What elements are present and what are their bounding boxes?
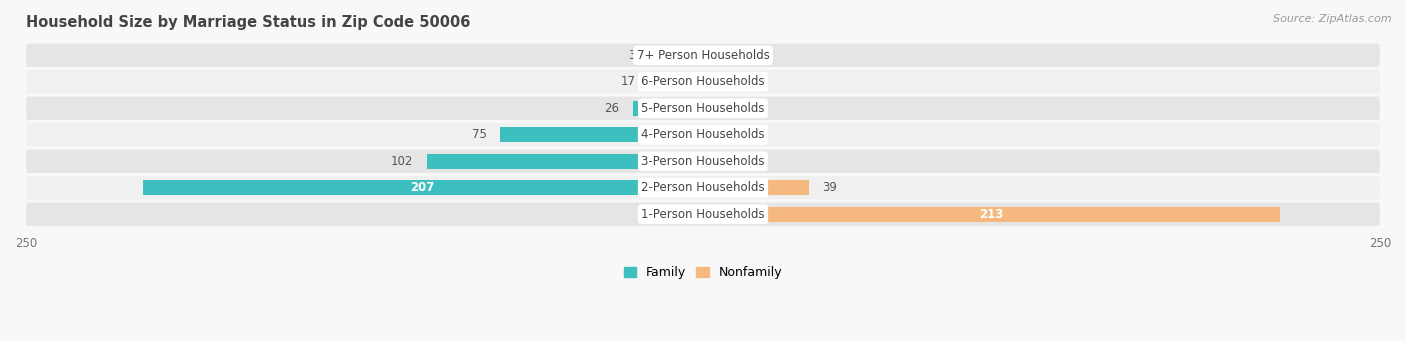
Text: 7+ Person Households: 7+ Person Households	[637, 49, 769, 62]
Text: Household Size by Marriage Status in Zip Code 50006: Household Size by Marriage Status in Zip…	[27, 15, 471, 30]
FancyBboxPatch shape	[27, 70, 1379, 93]
Text: 3: 3	[628, 49, 636, 62]
Text: 39: 39	[823, 181, 837, 194]
Text: 26: 26	[605, 102, 619, 115]
Text: 5-Person Households: 5-Person Households	[641, 102, 765, 115]
Bar	[648, 75, 703, 89]
Bar	[703, 207, 1279, 222]
Text: 3-Person Households: 3-Person Households	[641, 155, 765, 168]
Bar	[703, 75, 758, 89]
FancyBboxPatch shape	[27, 150, 1379, 173]
Bar	[703, 48, 758, 63]
Text: 102: 102	[391, 155, 413, 168]
Text: 2-Person Households: 2-Person Households	[641, 181, 765, 194]
FancyBboxPatch shape	[27, 176, 1379, 199]
Bar	[142, 180, 703, 195]
Text: 207: 207	[411, 181, 434, 194]
FancyBboxPatch shape	[27, 203, 1379, 226]
Text: Source: ZipAtlas.com: Source: ZipAtlas.com	[1274, 14, 1392, 24]
Bar	[703, 128, 758, 142]
Bar	[703, 101, 758, 116]
Text: 17: 17	[620, 75, 636, 88]
FancyBboxPatch shape	[27, 44, 1379, 67]
Bar	[501, 128, 703, 142]
Bar	[703, 154, 758, 168]
Bar	[427, 154, 703, 168]
FancyBboxPatch shape	[27, 123, 1379, 146]
FancyBboxPatch shape	[27, 97, 1379, 120]
Bar	[648, 48, 703, 63]
Bar	[703, 180, 808, 195]
Legend: Family, Nonfamily: Family, Nonfamily	[624, 266, 782, 279]
Text: 6-Person Households: 6-Person Households	[641, 75, 765, 88]
Text: 213: 213	[979, 208, 1004, 221]
Text: 4-Person Households: 4-Person Households	[641, 128, 765, 141]
Text: 1-Person Households: 1-Person Households	[641, 208, 765, 221]
Bar	[648, 207, 703, 222]
Text: 75: 75	[471, 128, 486, 141]
Bar	[633, 101, 703, 116]
